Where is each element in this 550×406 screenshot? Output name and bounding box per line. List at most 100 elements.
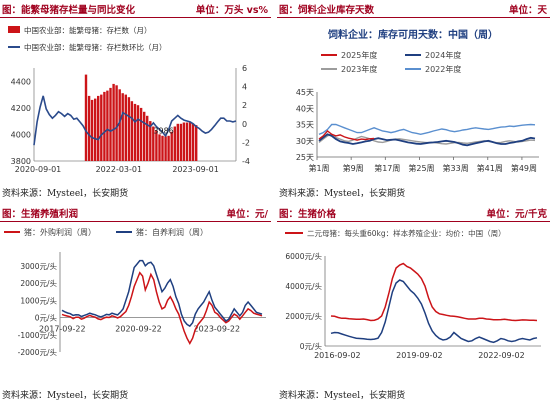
bar xyxy=(170,131,173,161)
bar xyxy=(167,135,170,161)
series-line xyxy=(61,271,263,345)
panel-unit: 单位：万头 vs% xyxy=(195,5,268,16)
x-tick-label: 第9周 xyxy=(343,163,364,173)
y-tick-label: 4400 xyxy=(11,77,31,86)
legend-label: 2024年度 xyxy=(425,50,461,60)
panel-unit: 单位：元/千克 xyxy=(486,209,547,220)
series-line xyxy=(318,130,375,141)
bar xyxy=(127,97,131,161)
x-tick-label: 第33周 xyxy=(443,163,469,173)
y-tick-label: 4000元/头 xyxy=(285,281,322,291)
panel-title: 图：饲料企业库存天数 xyxy=(279,5,375,16)
panel-source: 资料来源：Mysteel，长安期货 xyxy=(2,189,129,199)
legend-label: 2022年度 xyxy=(425,64,461,74)
y-tick-label: 30天 xyxy=(296,137,314,146)
y-tick-label: 45天 xyxy=(296,88,314,97)
x-tick-label: 第17周 xyxy=(374,163,400,173)
bar xyxy=(133,103,137,161)
legend-swatch-bar xyxy=(8,26,20,33)
legend-label: 中国农业部：能繁母猪：存栏数环比（月） xyxy=(24,42,167,52)
bar xyxy=(182,122,186,161)
bar xyxy=(109,87,112,161)
series-line xyxy=(318,123,536,136)
panel-feed-inventory-days: 图：饲料企业库存天数 单位：天 饲料企业：库存可用天数：中国（周） 2025年度 2… xyxy=(277,0,550,203)
y-tick-label: 6 xyxy=(242,64,247,73)
panel-header: 图：生猪价格 单位：元/千克 xyxy=(277,204,550,222)
data-label: 3986 xyxy=(153,126,173,135)
series-line xyxy=(61,259,263,328)
bar xyxy=(152,126,155,161)
bar xyxy=(146,115,149,161)
x-tick-label: 2023-09-01 xyxy=(172,165,219,174)
bar xyxy=(94,98,97,161)
bar xyxy=(106,90,109,161)
bar xyxy=(84,74,88,161)
x-tick-label: 2019-09-02 xyxy=(396,351,443,360)
bar xyxy=(185,122,189,161)
panel-sow-inventory: 图：能繁母猪存栏量与同比变化 单位：万头 vs% 中国农业部：能繁母猪：存栏数（… xyxy=(0,0,271,203)
bar xyxy=(115,85,118,161)
bar xyxy=(87,95,91,161)
bar xyxy=(149,121,152,161)
feed-inventory-chart: 饲料企业：库存可用天数：中国（周） 2025年度 2024年度 2023年度 2022年… xyxy=(296,28,539,173)
bar xyxy=(118,89,121,161)
legend-label: 中国农业部：能繁母猪：存栏数（月） xyxy=(24,25,152,35)
y-tick-label: 40天 xyxy=(296,104,314,113)
y-tick-label: 1000元/头 xyxy=(20,295,57,305)
x-tick-label: 2020-09-22 xyxy=(115,325,162,334)
y-tick-label: 2000元/头 xyxy=(20,278,57,288)
y-tick-label: -1000元/头 xyxy=(18,330,58,340)
y-tick-label: 35天 xyxy=(296,121,314,130)
series-line xyxy=(330,279,538,344)
hog-profit-chart: 猪：外购利润（周） 猪：自养利润（周） -2000元/头 -1000元/头 0元/头 10… xyxy=(4,227,266,357)
legend-label: 2025年度 xyxy=(341,50,377,60)
y-tick-label: 6000元/头 xyxy=(285,251,322,261)
bar xyxy=(103,91,106,161)
y-tick-label: -2000元/头 xyxy=(18,347,58,357)
panel-source: 资料来源：Mysteel，长安期货 xyxy=(279,189,406,199)
bar xyxy=(195,125,198,161)
series-line xyxy=(318,133,536,147)
panel-unit: 单位：天 xyxy=(508,5,547,16)
y-tick-label: 3000元/头 xyxy=(20,261,57,271)
bar xyxy=(179,123,183,161)
panel-header: 图：饲料企业库存天数 单位：天 xyxy=(277,0,550,18)
bar xyxy=(161,135,164,161)
bar xyxy=(90,99,94,161)
panel-unit: 单位：元/ xyxy=(226,209,268,220)
y-tick-label: 3800 xyxy=(11,157,31,166)
bar xyxy=(143,111,146,161)
hog-price-chart: 二元母猪：每头重60kg：样本养殖企业：均价：中国（周） 0元/头 2000元/头 4… xyxy=(285,228,541,360)
bar xyxy=(158,134,161,161)
bar xyxy=(97,95,100,161)
legend-label: 二元母猪：每头重60kg：样本养殖企业：均价：中国（周） xyxy=(307,228,506,238)
bar xyxy=(155,130,158,161)
y-tick-label: 2 xyxy=(242,101,247,110)
panel-hog-price: 图：生猪价格 单位：元/千克 二元母猪：每头重60kg：样本养殖企业：均价：中国… xyxy=(277,204,550,406)
legend-label: 猪：外购利润（周） xyxy=(24,227,96,237)
chart-title: 饲料企业：库存可用天数：中国（周） xyxy=(327,28,498,41)
series-line xyxy=(330,262,538,322)
panel-header: 图：能繁母猪存栏量与同比变化 单位：万头 vs% xyxy=(0,0,271,18)
x-tick-label: 第1周 xyxy=(308,163,329,173)
bar xyxy=(173,126,176,161)
bar xyxy=(191,123,195,161)
y-tick-label: 25天 xyxy=(296,153,314,162)
x-tick-label: 2016-09-02 xyxy=(314,351,361,360)
bar xyxy=(121,93,124,161)
x-tick-label: 2022-03-01 xyxy=(96,165,143,174)
bar xyxy=(136,105,140,161)
x-tick-label: 2023-09-22 xyxy=(194,325,241,334)
x-tick-label: 2017-09-22 xyxy=(39,325,86,334)
panel-title: 图：能繁母猪存栏量与同比变化 xyxy=(2,5,136,16)
y-tick-label: 0元/头 xyxy=(300,341,323,351)
panel-source: 资料来源：Mysteel，长安期货 xyxy=(279,391,406,401)
y-tick-label: 4 xyxy=(242,83,247,92)
bar xyxy=(100,94,103,161)
y-tick-label: 4200 xyxy=(11,104,31,113)
x-tick-label: 2020-09-01 xyxy=(15,165,62,174)
bar xyxy=(112,83,115,161)
bar xyxy=(176,123,179,161)
legend-label: 2023年度 xyxy=(341,64,377,74)
x-tick-label: 第25周 xyxy=(408,163,434,173)
